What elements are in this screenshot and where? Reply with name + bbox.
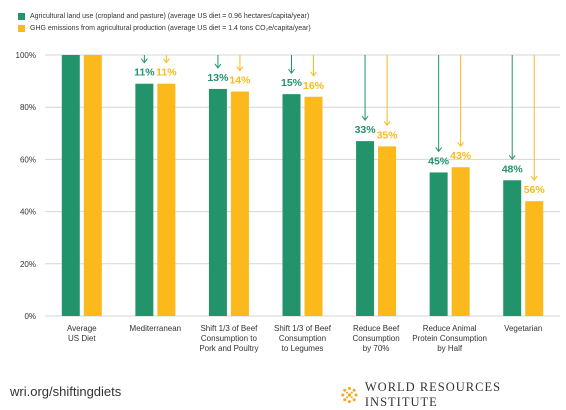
data-label: 14% (229, 75, 251, 87)
x-tick-label: Reduce Animal (423, 324, 477, 333)
bar (429, 172, 448, 316)
x-tick-label: Pork and Poultry (199, 344, 258, 353)
arrow-head (140, 58, 148, 64)
data-label: 15% (281, 77, 303, 89)
bar (451, 167, 470, 316)
x-tick-label: Consumption (353, 334, 400, 343)
wri-brand-text: WORLD RESOURCES INSTITUTE (364, 380, 502, 409)
legend-label-ghg: GHG emissions from agricultural producti… (30, 24, 311, 32)
data-label: 11% (156, 67, 177, 79)
x-tick-label: Vegetarian (504, 324, 542, 333)
x-tick-label: Shift 1/3 of Beef (200, 324, 258, 333)
chart-legend: Agricultural land use (cropland and past… (18, 10, 311, 34)
bar (61, 55, 80, 316)
y-tick-label: 0% (24, 312, 36, 321)
bar (356, 141, 375, 316)
y-tick-label: 60% (20, 155, 36, 164)
x-tick-label: Protein Consumption (412, 334, 487, 343)
arrow-head (214, 63, 222, 69)
x-tick-label: Mediterranean (130, 324, 182, 333)
bar (157, 83, 176, 317)
data-label: 33% (355, 124, 377, 136)
source-url: wri.org/shiftingdiets (10, 384, 122, 399)
bar (304, 96, 323, 316)
arrow-head (288, 68, 295, 74)
bar (230, 91, 249, 316)
data-label: 13% (207, 72, 229, 84)
y-tick-label: 20% (20, 260, 36, 269)
data-label: 45% (428, 155, 450, 167)
legend-label-land-use: Agricultural land use (cropland and past… (30, 12, 310, 20)
legend-item-ghg: GHG emissions from agricultural producti… (18, 22, 311, 34)
x-tick-label: by Half (437, 344, 463, 353)
x-tick-label: Consumption to (201, 334, 258, 343)
x-tick-label: by 70% (363, 344, 390, 353)
wri-logo-icon (341, 386, 358, 404)
x-tick-label: Shift 1/3 of Beef (274, 324, 332, 333)
y-tick-label: 40% (20, 208, 36, 217)
data-label: 11% (134, 67, 155, 79)
bar (525, 201, 544, 316)
legend-swatch-green (18, 12, 25, 20)
x-tick-label: Average (67, 324, 97, 333)
arrow-head (310, 71, 317, 77)
legend-item-land-use: Agricultural land use (cropland and past… (18, 10, 311, 22)
data-label: 43% (450, 150, 472, 162)
arrow-head (162, 58, 170, 64)
arrow-head (435, 147, 443, 153)
y-tick-label: 100% (16, 51, 36, 60)
bar (208, 88, 227, 317)
arrow-head (508, 154, 516, 161)
bar (135, 83, 154, 317)
bar (503, 180, 522, 316)
data-label: 48% (502, 163, 524, 175)
y-tick-label: 80% (20, 103, 36, 112)
arrow-head (361, 115, 369, 121)
x-tick-label: US Diet (68, 334, 96, 343)
x-tick-label: Reduce Beef (353, 324, 400, 333)
arrow-head (530, 175, 538, 181)
bar (83, 55, 102, 316)
legend-swatch-yellow (18, 24, 25, 32)
arrow-head (383, 121, 391, 127)
x-tick-label: to Legumes (282, 344, 324, 353)
data-label: 16% (303, 80, 325, 92)
data-label: 56% (524, 184, 546, 196)
arrow-head (457, 141, 465, 148)
data-label: 35% (377, 129, 399, 141)
arrow-head (236, 66, 244, 72)
x-tick-label: Consumption (279, 334, 326, 343)
bar (378, 146, 397, 316)
wri-brand: WORLD RESOURCES INSTITUTE (340, 380, 566, 410)
bar (282, 94, 301, 317)
